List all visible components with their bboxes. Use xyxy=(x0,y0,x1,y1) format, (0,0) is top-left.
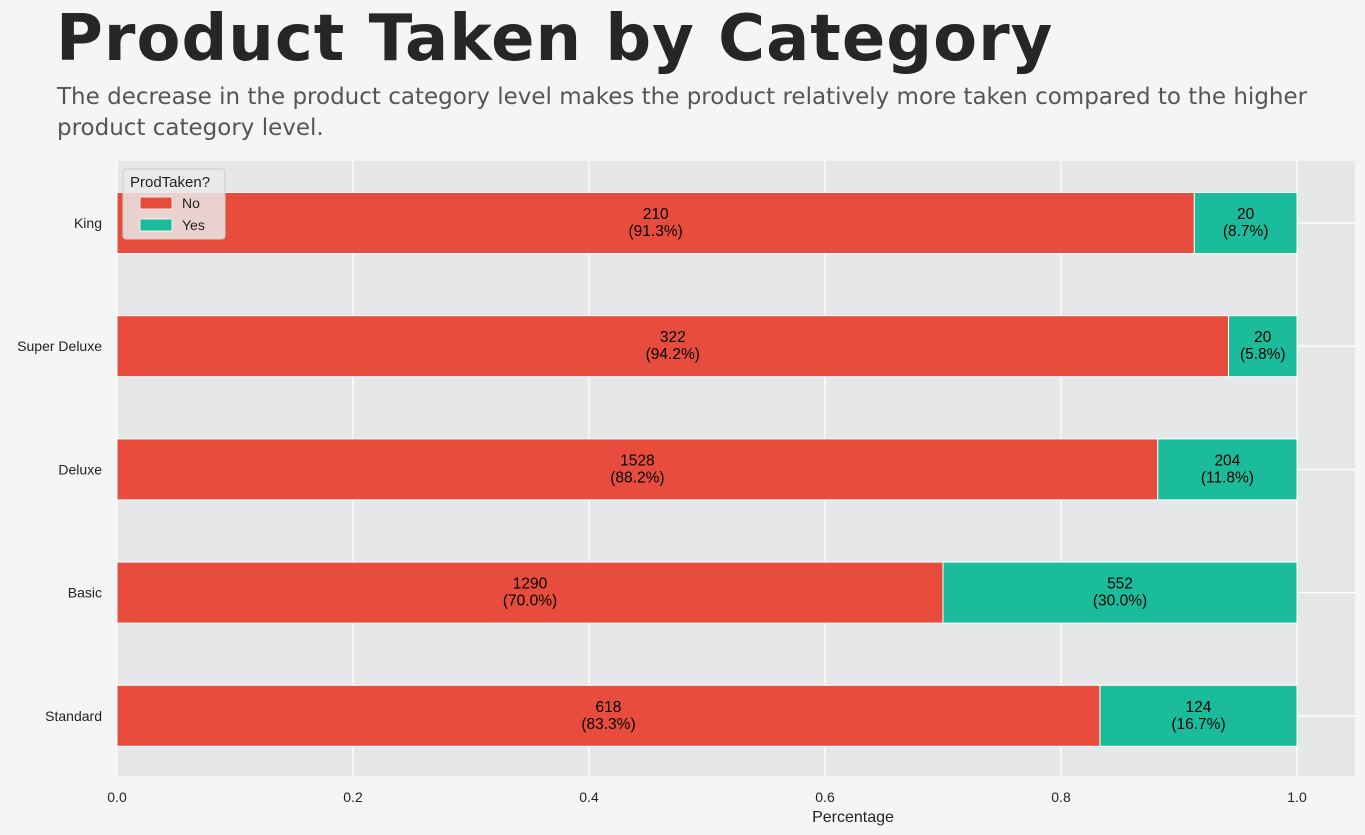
bar-count-label: 552 xyxy=(1107,576,1133,593)
legend-swatch-yes xyxy=(139,218,173,232)
bar-count-label: 20 xyxy=(1237,206,1255,223)
legend-title: ProdTaken? xyxy=(130,174,210,191)
y-tick-label: Super Deluxe xyxy=(17,338,102,354)
bar-percent-label: (94.2%) xyxy=(646,346,700,363)
x-tick-label: 0.8 xyxy=(1051,789,1071,805)
legend-swatch-no xyxy=(139,196,173,210)
bar-no xyxy=(116,315,1230,378)
bar-count-label: 124 xyxy=(1186,699,1212,716)
x-tick-label: 0.6 xyxy=(815,789,835,805)
x-tick-label: 0.4 xyxy=(579,789,599,805)
bar-count-label: 1528 xyxy=(620,452,654,469)
bar-percent-label: (5.8%) xyxy=(1240,346,1286,363)
bar-percent-label: (83.3%) xyxy=(581,716,635,733)
bar-yes xyxy=(1193,192,1298,254)
legend-label-yes: Yes xyxy=(182,217,205,233)
bar-count-label: 204 xyxy=(1214,452,1240,469)
bar-yes xyxy=(942,561,1298,624)
bar-count-label: 210 xyxy=(643,206,669,223)
bar-yes xyxy=(1099,684,1298,747)
bar-count-label: 618 xyxy=(596,699,622,716)
bar-no xyxy=(116,192,1195,254)
bar-percent-label: (88.2%) xyxy=(610,469,664,486)
bar-no xyxy=(116,561,944,624)
chart-subtitle: The decrease in the product category lev… xyxy=(57,84,1308,141)
bar-yes xyxy=(1157,438,1298,501)
bar-percent-label: (11.8%) xyxy=(1201,469,1254,486)
chart-title: Product Taken by Category xyxy=(56,2,1054,76)
x-axis-title: Percentage xyxy=(812,809,894,826)
bar-yes xyxy=(1228,315,1298,378)
y-tick-label: Deluxe xyxy=(58,461,102,477)
bar-percent-label: (30.0%) xyxy=(1093,593,1147,610)
bar-percent-label: (91.3%) xyxy=(629,223,683,240)
bar-no xyxy=(116,438,1159,501)
y-tick-label: King xyxy=(74,215,102,231)
x-tick-label: 1.0 xyxy=(1287,789,1307,805)
bar-percent-label: (8.7%) xyxy=(1223,223,1269,240)
legend-label-no: No xyxy=(182,195,200,211)
bar-no xyxy=(116,684,1101,747)
bar-percent-label: (16.7%) xyxy=(1171,716,1225,733)
y-tick-label: Basic xyxy=(68,585,102,601)
bar-percent-label: (70.0%) xyxy=(503,593,557,610)
x-tick-label: 0.2 xyxy=(343,789,363,805)
x-tick-label: 0.0 xyxy=(107,789,127,805)
bar-count-label: 20 xyxy=(1254,329,1272,346)
bar-count-label: 1290 xyxy=(513,576,548,593)
bar-count-label: 322 xyxy=(660,329,686,346)
y-tick-label: Standard xyxy=(45,708,102,724)
